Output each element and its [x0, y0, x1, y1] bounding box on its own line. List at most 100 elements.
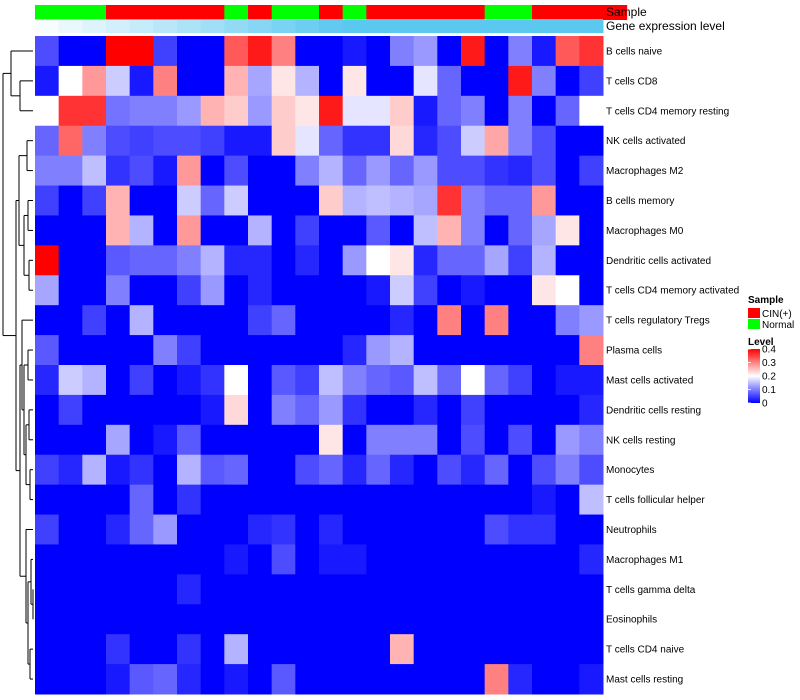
heatmap-cell [295, 245, 320, 276]
heatmap-cell [342, 275, 367, 306]
heatmap-cell [461, 335, 486, 366]
heatmap-cell [342, 245, 367, 276]
heatmap-cell [508, 424, 533, 456]
heatmap-cell [390, 424, 415, 456]
gene-expression-annotation-cell [224, 20, 249, 33]
heatmap-cell [200, 185, 225, 216]
heatmap-cell [579, 275, 604, 306]
row-label: T cells CD8 [606, 76, 658, 87]
heatmap-cell [342, 514, 367, 545]
heatmap-cell [129, 424, 154, 456]
heatmap-cell [177, 275, 202, 306]
heatmap-cell [200, 215, 225, 246]
sample-annotation-cell [177, 5, 202, 20]
heatmap-cell [224, 155, 249, 187]
heatmap-cell [129, 454, 154, 486]
heatmap-cell [461, 544, 486, 575]
heatmap-cell [58, 275, 83, 306]
heatmap-cell [579, 604, 604, 635]
heatmap-cell [413, 544, 438, 575]
heatmap-cell [532, 604, 557, 635]
heatmap-cell [484, 305, 509, 336]
heatmap-cell [177, 514, 202, 545]
heatmap-cell [342, 335, 367, 366]
row-label: T cells CD4 naive [606, 645, 685, 656]
heatmap-cell [508, 305, 533, 336]
heatmap-cell [295, 95, 320, 127]
heatmap-cell [248, 95, 273, 127]
heatmap-cell [579, 574, 604, 605]
heatmap-cell [342, 544, 367, 575]
heatmap-cell [35, 275, 60, 306]
heatmap-cell [579, 454, 604, 486]
gene-expression-annotation-cell [248, 20, 273, 33]
gene-expression-annotation-cell [129, 20, 154, 33]
heatmap-cell [177, 454, 202, 486]
heatmap-cell [153, 305, 178, 336]
sample-annotation-cell [437, 5, 462, 20]
heatmap-cell [437, 634, 462, 665]
heatmap-cell [129, 65, 154, 97]
heatmap-cell [413, 634, 438, 665]
heatmap-cell [224, 95, 249, 127]
gene-expression-annotation-cell [579, 20, 604, 33]
heatmap-cell [579, 664, 604, 695]
heatmap-cell [35, 664, 60, 695]
heatmap-cell [319, 155, 344, 187]
heatmap-cell [106, 65, 131, 97]
heatmap-cell [35, 544, 60, 575]
row-label: NK cells resting [606, 435, 675, 446]
heatmap-cell [224, 394, 249, 426]
heatmap-cell [271, 36, 296, 67]
heatmap-cell [508, 664, 533, 695]
heatmap-cell [106, 394, 131, 426]
heatmap-cell [177, 664, 202, 695]
heatmap-cell [271, 574, 296, 605]
heatmap-cell [484, 424, 509, 456]
heatmap-cell [295, 514, 320, 545]
heatmap-cell [508, 484, 533, 516]
heatmap-cell [532, 245, 557, 276]
row-label: Dendritic cells activated [606, 256, 711, 267]
heatmap-cell [153, 215, 178, 246]
heatmap-cell [271, 305, 296, 336]
heatmap-cell [129, 215, 154, 246]
heatmap-cell [82, 544, 107, 575]
heatmap-cell [390, 454, 415, 486]
heatmap-cell [437, 424, 462, 456]
heatmap-cell [319, 335, 344, 366]
heatmap-cell [390, 275, 415, 306]
sample-legend-title: Sample [748, 295, 784, 306]
heatmap-cell [579, 394, 604, 426]
heatmap-cell [555, 155, 580, 187]
heatmap-cell [106, 484, 131, 516]
heatmap-cell [437, 664, 462, 695]
heatmap-cell [271, 245, 296, 276]
heatmap-cell [177, 65, 202, 97]
heatmap-cell [342, 365, 367, 396]
heatmap-cell [271, 365, 296, 396]
level-tick-label: 0.4 [762, 345, 776, 356]
heatmap-cell [295, 394, 320, 426]
sample-legend: Sample CIN(+) Normal [748, 295, 794, 331]
heatmap-cell [532, 574, 557, 605]
heatmap-cell [555, 36, 580, 67]
heatmap-cell [461, 514, 486, 545]
heatmap-cell [508, 574, 533, 605]
heatmap-cell [295, 454, 320, 486]
heatmap-cell [58, 335, 83, 366]
heatmap-cell [579, 544, 604, 575]
heatmap-cell [342, 305, 367, 336]
heatmap-cell [555, 484, 580, 516]
heatmap-cell [35, 245, 60, 276]
heatmap-cell [437, 36, 462, 67]
heatmap-cell [248, 215, 273, 246]
heatmap-cell [366, 664, 391, 695]
sample-annotation-cell [603, 5, 628, 20]
heatmap-cell [555, 634, 580, 665]
heatmap-cell [58, 65, 83, 97]
sample-annotation-cell [58, 5, 83, 20]
heatmap-cell [579, 65, 604, 97]
normal-legend-swatch [748, 319, 760, 329]
heatmap-cell [484, 36, 509, 67]
